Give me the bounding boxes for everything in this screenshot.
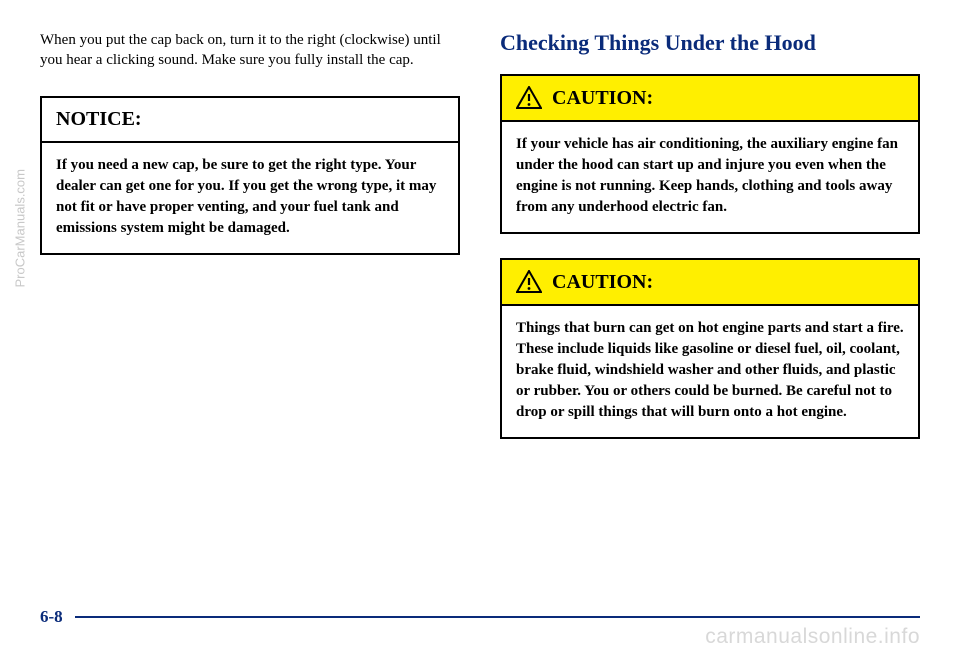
page-number: 6-8 xyxy=(40,607,63,627)
warning-triangle-icon xyxy=(516,86,542,110)
warning-triangle-icon xyxy=(516,270,542,294)
caution-body-1: If your vehicle has air conditioning, th… xyxy=(502,122,918,232)
caution-body-text-1: If your vehicle has air conditioning, th… xyxy=(516,134,904,218)
caution-header-2: CAUTION: xyxy=(502,260,918,306)
intro-paragraph: When you put the cap back on, turn it to… xyxy=(40,30,460,71)
caution-body-2: Things that burn can get on hot engine p… xyxy=(502,306,918,437)
notice-header: NOTICE: xyxy=(42,98,458,143)
caution-title-1: CAUTION: xyxy=(552,87,653,110)
section-heading: Checking Things Under the Hood xyxy=(500,30,920,56)
notice-body: If you need a new cap, be sure to get th… xyxy=(42,143,458,253)
footer-rule xyxy=(75,616,920,618)
page-container: When you put the cap back on, turn it to… xyxy=(0,0,960,483)
watermark-side: ProCarManuals.com xyxy=(13,169,28,288)
caution-box-2: CAUTION: Things that burn can get on hot… xyxy=(500,258,920,439)
notice-title: NOTICE: xyxy=(56,108,142,130)
watermark-bottom: carmanualsonline.info xyxy=(705,625,920,649)
left-column: When you put the cap back on, turn it to… xyxy=(40,30,460,463)
notice-box: NOTICE: If you need a new cap, be sure t… xyxy=(40,96,460,255)
caution-title-2: CAUTION: xyxy=(552,271,653,294)
caution-body-text-2: Things that burn can get on hot engine p… xyxy=(516,318,904,423)
notice-body-text: If you need a new cap, be sure to get th… xyxy=(56,155,444,239)
page-footer: 6-8 xyxy=(40,607,920,627)
right-column: Checking Things Under the Hood CAUTION: … xyxy=(500,30,920,463)
caution-header-1: CAUTION: xyxy=(502,76,918,122)
caution-box-1: CAUTION: If your vehicle has air conditi… xyxy=(500,74,920,234)
